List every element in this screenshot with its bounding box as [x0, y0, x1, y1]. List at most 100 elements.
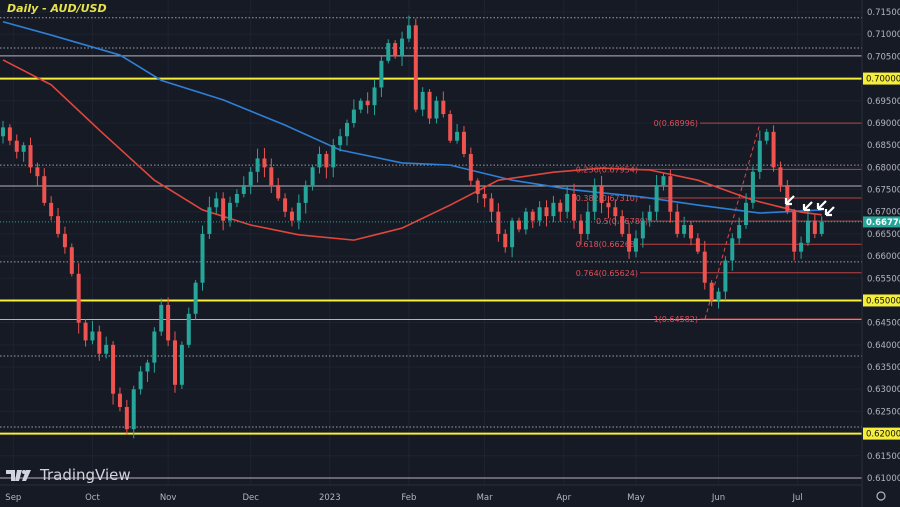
candle-body: [179, 344, 184, 385]
time-tick-label: Jul: [792, 493, 803, 503]
candle-body: [221, 198, 226, 221]
candle-body: [283, 198, 288, 212]
candle-body: [255, 158, 260, 172]
candle-body: [819, 221, 824, 234]
candle-body: [778, 167, 783, 186]
candle-body: [434, 100, 439, 119]
candle-body: [675, 211, 680, 234]
time-tick-label: 2023: [319, 493, 341, 503]
candle-body: [317, 154, 322, 168]
tradingview-logo-icon: [6, 470, 31, 481]
annotation-arrow-icon: [784, 195, 795, 206]
candle-body: [338, 136, 343, 146]
candle-body: [537, 207, 542, 221]
candle-body: [49, 202, 54, 217]
candle-body: [606, 202, 611, 208]
price-tick-label: 0.68500: [867, 141, 900, 151]
candle-body: [7, 127, 12, 141]
candle-body: [35, 167, 40, 177]
price-tick-label: 0.63000: [867, 385, 900, 395]
fib-level-label: 0.236(0.67954): [576, 165, 638, 174]
candle-body: [69, 247, 74, 274]
candle-body: [289, 211, 294, 221]
candle-body: [792, 211, 797, 252]
candle-body: [76, 273, 81, 323]
candle-body: [565, 193, 570, 212]
candle-body: [104, 344, 109, 354]
candle-body: [689, 225, 693, 239]
candle-body: [633, 238, 638, 252]
candle-body: [1, 127, 5, 137]
candle-body: [83, 322, 88, 341]
candle-body: [544, 207, 549, 217]
candle-body: [730, 238, 735, 261]
candle-body: [186, 313, 191, 345]
price-tick-label: 0.67000: [867, 208, 900, 218]
candle-body: [241, 185, 246, 194]
candle-body: [400, 38, 405, 57]
candle-body: [193, 282, 198, 314]
candle-body: [517, 220, 521, 230]
time-tick-label: Dec: [242, 493, 259, 503]
candle-body: [682, 225, 687, 234]
candle-body: [386, 43, 391, 61]
annotation-arrow-icon: [802, 201, 813, 212]
candle-body: [90, 331, 95, 341]
candle-body: [262, 158, 267, 168]
price-tick-label: 0.67500: [867, 186, 900, 196]
tradingview-logo: TradingView: [6, 466, 131, 484]
candle-body: [585, 211, 590, 234]
candle-body: [207, 207, 212, 234]
candle-body: [799, 242, 804, 252]
candle-body: [173, 340, 177, 385]
candle-body: [62, 233, 67, 248]
candle-body: [310, 167, 315, 186]
candle-body: [413, 25, 418, 110]
price-tick-label: 0.66000: [867, 252, 900, 262]
moving-average-red: [2, 59, 822, 241]
time-tick-label: Apr: [556, 493, 571, 503]
support-price-tag: [863, 72, 900, 85]
candle-body: [111, 344, 116, 394]
candle-body: [530, 211, 535, 221]
candle-body: [145, 362, 150, 372]
price-tick-label: 0.61500: [867, 452, 900, 462]
candle-body: [764, 131, 769, 141]
candle-body: [592, 185, 597, 212]
candle-body: [331, 145, 336, 168]
moving-average-blue: [2, 20, 822, 214]
candle-body: [503, 233, 508, 248]
candle-body: [661, 176, 666, 186]
candle-body: [523, 211, 528, 230]
candle-body: [214, 198, 219, 208]
candle-body: [744, 202, 749, 226]
candle-body: [613, 207, 618, 217]
price-tick-label: 0.70500: [867, 52, 900, 62]
candle-body: [702, 251, 707, 283]
candle-body: [117, 393, 122, 407]
watermark-text: TradingView: [40, 466, 131, 484]
fib-level-label: 0.764(0.65624): [576, 269, 638, 278]
candle-body: [379, 60, 384, 88]
price-tick-label: 0.69500: [867, 97, 900, 107]
price-tick-label: 0.62500: [867, 407, 900, 417]
current-price-tag: [863, 216, 900, 228]
candle-body: [200, 233, 205, 283]
candle-body: [406, 25, 411, 39]
time-tick-label: Feb: [401, 493, 416, 503]
candle-body: [152, 331, 157, 363]
price-tick-label: 0.66500: [867, 230, 900, 240]
chart-title: Daily - AUD/USD: [7, 2, 107, 15]
candle-body: [737, 225, 742, 239]
candle-body: [709, 282, 714, 301]
candle-body: [345, 122, 349, 137]
price-tick-label: 0.71500: [867, 8, 900, 18]
candle-body: [468, 154, 473, 181]
candle-body: [489, 198, 494, 212]
candle-body: [393, 43, 398, 57]
support-price-tag: [863, 427, 900, 440]
settings-gear-icon[interactable]: [876, 491, 886, 501]
candle-body: [324, 154, 329, 168]
candle-body: [510, 220, 515, 248]
